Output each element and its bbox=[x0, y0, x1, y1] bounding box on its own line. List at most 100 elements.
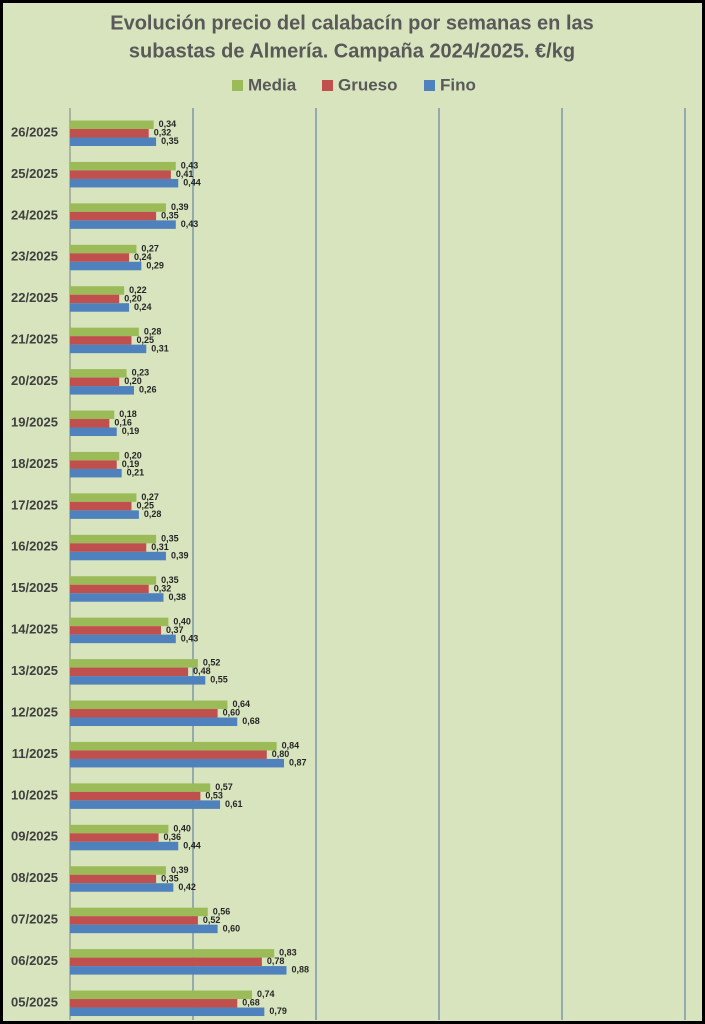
value-label: 0,83 bbox=[279, 948, 297, 958]
value-label: 0,37 bbox=[166, 625, 184, 635]
bar bbox=[70, 593, 164, 602]
y-tick-label: 08/2025 bbox=[11, 870, 58, 885]
value-label: 0,88 bbox=[291, 965, 309, 975]
y-tick-label: 17/2025 bbox=[11, 497, 58, 512]
value-label: 0,84 bbox=[282, 741, 300, 751]
bar bbox=[70, 949, 275, 958]
y-tick-label: 14/2025 bbox=[11, 622, 58, 637]
bar bbox=[70, 758, 285, 768]
bar bbox=[70, 336, 132, 345]
bar bbox=[70, 211, 157, 221]
value-label: 0,29 bbox=[146, 260, 164, 270]
bar bbox=[70, 791, 201, 801]
y-tick-label: 12/2025 bbox=[11, 704, 58, 719]
bar bbox=[70, 990, 253, 1000]
bar bbox=[70, 386, 134, 395]
bar bbox=[70, 220, 176, 229]
value-label: 0,55 bbox=[210, 675, 228, 685]
value-label: 0,38 bbox=[168, 592, 186, 602]
value-label: 0,20 bbox=[124, 451, 142, 461]
value-label: 0,44 bbox=[183, 178, 201, 188]
bar bbox=[70, 294, 120, 304]
y-tick-label: 15/2025 bbox=[11, 580, 58, 595]
value-label: 0,42 bbox=[178, 882, 196, 892]
value-label: 0,16 bbox=[114, 418, 132, 428]
bar bbox=[70, 717, 238, 727]
bar bbox=[70, 741, 277, 751]
y-tick-label: 22/2025 bbox=[11, 290, 58, 305]
bar bbox=[70, 427, 117, 437]
legend-label: Media bbox=[248, 75, 297, 94]
value-label: 0,23 bbox=[132, 368, 150, 378]
legend-swatch bbox=[232, 80, 243, 91]
bar bbox=[70, 626, 162, 635]
bar bbox=[70, 327, 139, 337]
value-label: 0,35 bbox=[161, 575, 179, 585]
value-label: 0,18 bbox=[119, 409, 137, 419]
bar bbox=[70, 543, 147, 552]
bar bbox=[70, 410, 115, 420]
y-tick-label: 06/2025 bbox=[11, 953, 58, 968]
bar bbox=[70, 676, 206, 685]
bar bbox=[70, 783, 211, 792]
value-label: 0,43 bbox=[181, 219, 199, 229]
value-label: 0,80 bbox=[272, 749, 290, 759]
value-label: 0,27 bbox=[141, 492, 159, 502]
value-label: 0,68 bbox=[242, 716, 260, 726]
bar bbox=[70, 178, 179, 188]
value-label: 0,40 bbox=[173, 616, 191, 626]
bar bbox=[70, 924, 218, 934]
bar bbox=[70, 261, 142, 271]
value-label: 0,48 bbox=[193, 666, 211, 676]
value-label: 0,64 bbox=[232, 699, 250, 709]
bar bbox=[70, 883, 174, 892]
value-label: 0,40 bbox=[173, 823, 191, 833]
value-label: 0,24 bbox=[134, 302, 152, 312]
value-label: 0,52 bbox=[203, 915, 221, 925]
value-label: 0,25 bbox=[137, 335, 155, 345]
bar bbox=[70, 907, 208, 917]
bar bbox=[70, 916, 198, 925]
bar bbox=[70, 551, 166, 561]
value-label: 0,44 bbox=[183, 840, 201, 850]
value-label: 0,39 bbox=[171, 550, 189, 560]
value-label: 0,28 bbox=[144, 509, 162, 519]
bar bbox=[70, 874, 157, 884]
value-label: 0,43 bbox=[181, 633, 199, 643]
bar bbox=[70, 659, 198, 668]
y-tick-label: 07/2025 bbox=[11, 912, 58, 927]
bar bbox=[70, 1007, 265, 1017]
y-tick-label: 25/2025 bbox=[11, 166, 58, 181]
value-label: 0,32 bbox=[154, 128, 172, 138]
value-label: 0,36 bbox=[164, 832, 182, 842]
value-label: 0,20 bbox=[124, 376, 142, 386]
bar bbox=[70, 451, 120, 461]
bar bbox=[70, 344, 147, 354]
bar bbox=[70, 468, 122, 478]
value-label: 0,28 bbox=[144, 326, 162, 336]
bar bbox=[70, 617, 169, 627]
bar bbox=[70, 957, 262, 967]
value-label: 0,78 bbox=[267, 956, 285, 966]
y-tick-label: 11/2025 bbox=[12, 746, 58, 761]
value-label: 0,60 bbox=[223, 708, 241, 718]
y-tick-label: 18/2025 bbox=[11, 456, 58, 471]
bar bbox=[70, 700, 228, 710]
value-label: 0,56 bbox=[213, 906, 231, 916]
bar bbox=[70, 377, 120, 387]
bar bbox=[70, 534, 157, 544]
y-tick-label: 05/2025 bbox=[11, 994, 58, 1009]
y-tick-label: 24/2025 bbox=[11, 207, 58, 222]
value-label: 0,43 bbox=[181, 161, 199, 171]
value-label: 0,35 bbox=[161, 210, 179, 220]
y-tick-label: 21/2025 bbox=[11, 332, 58, 347]
value-label: 0,35 bbox=[161, 533, 179, 543]
value-label: 0,39 bbox=[171, 865, 189, 875]
value-label: 0,34 bbox=[159, 119, 177, 129]
y-tick-label: 20/2025 bbox=[11, 373, 58, 388]
value-label: 0,19 bbox=[122, 459, 140, 469]
value-label: 0,52 bbox=[203, 658, 221, 668]
value-label: 0,21 bbox=[127, 468, 145, 478]
chart-title: Evolución precio del calabacín por seman… bbox=[110, 12, 594, 34]
